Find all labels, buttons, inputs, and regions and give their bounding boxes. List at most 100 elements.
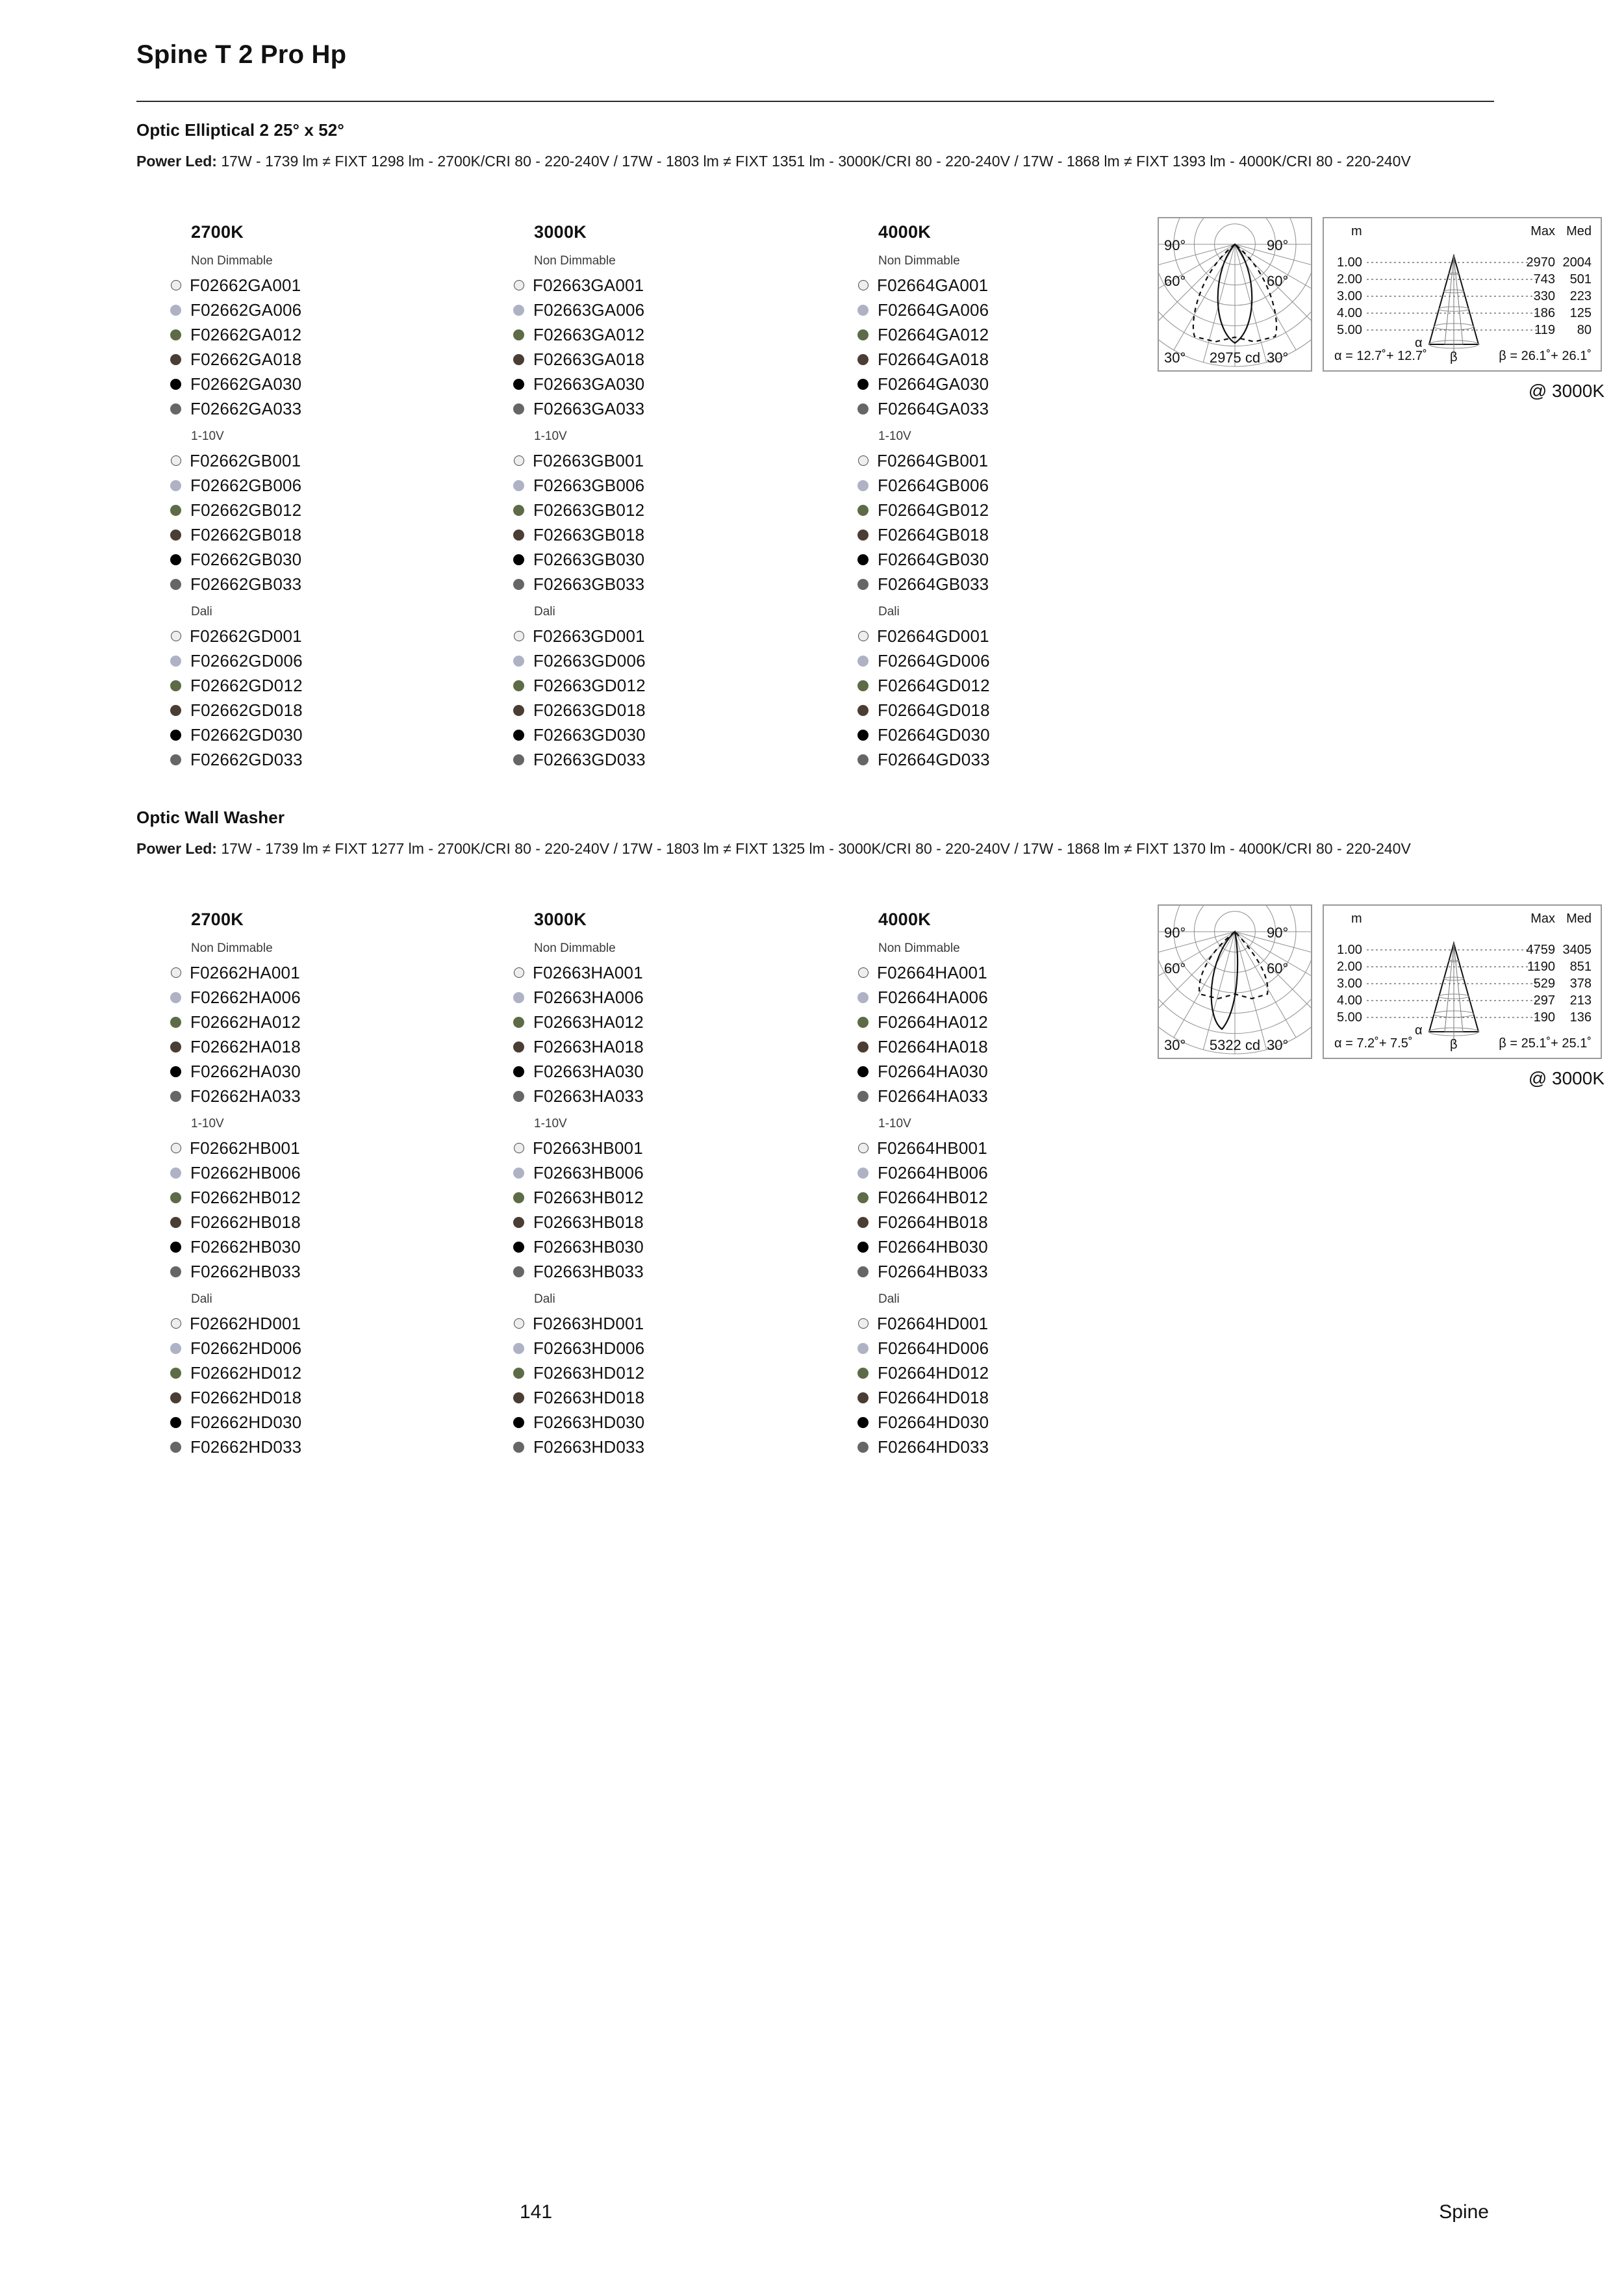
product-code-row[interactable]: F02663GB012 — [513, 498, 851, 522]
product-code-row[interactable]: F02664HA001 — [857, 960, 1195, 985]
product-code-row[interactable]: F02663GB001 — [513, 448, 851, 473]
product-code-row[interactable]: F02664GD012 — [857, 673, 1195, 698]
product-code-row[interactable]: F02663HD001 — [513, 1311, 851, 1336]
product-code-row[interactable]: F02662GD030 — [170, 722, 508, 747]
product-code-row[interactable]: F02662HD001 — [170, 1311, 508, 1336]
product-code-row[interactable]: F02662GD012 — [170, 673, 508, 698]
product-code-row[interactable]: F02663HB018 — [513, 1210, 851, 1234]
product-code-row[interactable]: F02662GB030 — [170, 547, 508, 572]
product-code-row[interactable]: F02664GB012 — [857, 498, 1195, 522]
product-code-row[interactable]: F02662HB018 — [170, 1210, 508, 1234]
product-code-row[interactable]: F02662HD018 — [170, 1385, 508, 1410]
product-code-row[interactable]: F02662GA030 — [170, 372, 508, 396]
product-code-row[interactable]: F02663GB006 — [513, 473, 851, 498]
product-code-row[interactable]: F02664GA001 — [857, 273, 1195, 298]
product-code-row[interactable]: F02662HB012 — [170, 1185, 508, 1210]
product-code-row[interactable]: F02664HB033 — [857, 1259, 1195, 1284]
product-code-row[interactable]: F02663GB030 — [513, 547, 851, 572]
product-code-row[interactable]: F02663HA001 — [513, 960, 851, 985]
product-code-row[interactable]: F02663GA012 — [513, 322, 851, 347]
product-code-row[interactable]: F02664GA030 — [857, 372, 1195, 396]
product-code-row[interactable]: F02664GB018 — [857, 522, 1195, 547]
product-code-row[interactable]: F02662GA018 — [170, 347, 508, 372]
product-code-row[interactable]: F02662GB018 — [170, 522, 508, 547]
product-code-row[interactable]: F02662GB012 — [170, 498, 508, 522]
product-code-row[interactable]: F02663HA018 — [513, 1034, 851, 1059]
product-code-row[interactable]: F02662HD033 — [170, 1435, 508, 1459]
product-code-row[interactable]: F02663GB033 — [513, 572, 851, 596]
product-code-row[interactable]: F02662HA006 — [170, 985, 508, 1010]
product-code-row[interactable]: F02664GA018 — [857, 347, 1195, 372]
product-code-row[interactable]: F02663GB018 — [513, 522, 851, 547]
product-code-row[interactable]: F02663HD012 — [513, 1361, 851, 1385]
product-code-row[interactable]: F02662HA018 — [170, 1034, 508, 1059]
product-code-row[interactable]: F02662GB006 — [170, 473, 508, 498]
product-code-row[interactable]: F02662GD006 — [170, 648, 508, 673]
product-code-row[interactable]: F02664HA033 — [857, 1084, 1195, 1108]
product-code-row[interactable]: F02662HA033 — [170, 1084, 508, 1108]
product-code-row[interactable]: F02664GB006 — [857, 473, 1195, 498]
product-code-row[interactable]: F02663GA030 — [513, 372, 851, 396]
product-code-row[interactable]: F02663HD006 — [513, 1336, 851, 1361]
product-code-row[interactable]: F02664GD018 — [857, 698, 1195, 722]
product-code-row[interactable]: F02664HA030 — [857, 1059, 1195, 1084]
product-code-row[interactable]: F02662HB006 — [170, 1160, 508, 1185]
product-code-row[interactable]: F02664HA012 — [857, 1010, 1195, 1034]
product-code-row[interactable]: F02663HD018 — [513, 1385, 851, 1410]
product-code-row[interactable]: F02663HB001 — [513, 1136, 851, 1160]
product-code-row[interactable]: F02662HB030 — [170, 1234, 508, 1259]
product-code-row[interactable]: F02662HD006 — [170, 1336, 508, 1361]
product-code-row[interactable]: F02664HA018 — [857, 1034, 1195, 1059]
product-code-row[interactable]: F02664HB001 — [857, 1136, 1195, 1160]
product-code-row[interactable]: F02662GA001 — [170, 273, 508, 298]
product-code-row[interactable]: F02664HB018 — [857, 1210, 1195, 1234]
product-code-row[interactable]: F02663HB012 — [513, 1185, 851, 1210]
product-code-row[interactable]: F02664HB006 — [857, 1160, 1195, 1185]
product-code-row[interactable]: F02662GA033 — [170, 396, 508, 421]
product-code-row[interactable]: F02662GA012 — [170, 322, 508, 347]
product-code-row[interactable]: F02664HD030 — [857, 1410, 1195, 1435]
product-code-row[interactable]: F02664HA006 — [857, 985, 1195, 1010]
product-code-row[interactable]: F02663HD030 — [513, 1410, 851, 1435]
product-code-row[interactable]: F02664HB030 — [857, 1234, 1195, 1259]
product-code-row[interactable]: F02663HB030 — [513, 1234, 851, 1259]
product-code-row[interactable]: F02663GA001 — [513, 273, 851, 298]
product-code-row[interactable]: F02664GA012 — [857, 322, 1195, 347]
product-code-row[interactable]: F02663GD030 — [513, 722, 851, 747]
product-code-row[interactable]: F02663HB006 — [513, 1160, 851, 1185]
product-code-row[interactable]: F02662HB033 — [170, 1259, 508, 1284]
product-code-row[interactable]: F02663GD033 — [513, 747, 851, 772]
product-code-row[interactable]: F02664HD006 — [857, 1336, 1195, 1361]
product-code-row[interactable]: F02662HA030 — [170, 1059, 508, 1084]
product-code-row[interactable]: F02663GA006 — [513, 298, 851, 322]
product-code-row[interactable]: F02663HA012 — [513, 1010, 851, 1034]
product-code-row[interactable]: F02662HB001 — [170, 1136, 508, 1160]
product-code-row[interactable]: F02664GA033 — [857, 396, 1195, 421]
product-code-row[interactable]: F02662GB033 — [170, 572, 508, 596]
product-code-row[interactable]: F02663HA033 — [513, 1084, 851, 1108]
product-code-row[interactable]: F02664GD033 — [857, 747, 1195, 772]
product-code-row[interactable]: F02662HA001 — [170, 960, 508, 985]
product-code-row[interactable]: F02662GB001 — [170, 448, 508, 473]
product-code-row[interactable]: F02664GD006 — [857, 648, 1195, 673]
product-code-row[interactable]: F02663GA033 — [513, 396, 851, 421]
product-code-row[interactable]: F02662GD033 — [170, 747, 508, 772]
product-code-row[interactable]: F02662HA012 — [170, 1010, 508, 1034]
product-code-row[interactable]: F02664GB030 — [857, 547, 1195, 572]
product-code-row[interactable]: F02664HD018 — [857, 1385, 1195, 1410]
product-code-row[interactable]: F02662GD018 — [170, 698, 508, 722]
product-code-row[interactable]: F02663HD033 — [513, 1435, 851, 1459]
product-code-row[interactable]: F02664GB033 — [857, 572, 1195, 596]
product-code-row[interactable]: F02663GD006 — [513, 648, 851, 673]
product-code-row[interactable]: F02663GD012 — [513, 673, 851, 698]
product-code-row[interactable]: F02663HA006 — [513, 985, 851, 1010]
product-code-row[interactable]: F02662GA006 — [170, 298, 508, 322]
product-code-row[interactable]: F02664HB012 — [857, 1185, 1195, 1210]
product-code-row[interactable]: F02662GD001 — [170, 624, 508, 648]
product-code-row[interactable]: F02664GA006 — [857, 298, 1195, 322]
product-code-row[interactable]: F02663GD018 — [513, 698, 851, 722]
product-code-row[interactable]: F02664GD001 — [857, 624, 1195, 648]
product-code-row[interactable]: F02664GB001 — [857, 448, 1195, 473]
product-code-row[interactable]: F02663HB033 — [513, 1259, 851, 1284]
product-code-row[interactable]: F02664HD001 — [857, 1311, 1195, 1336]
